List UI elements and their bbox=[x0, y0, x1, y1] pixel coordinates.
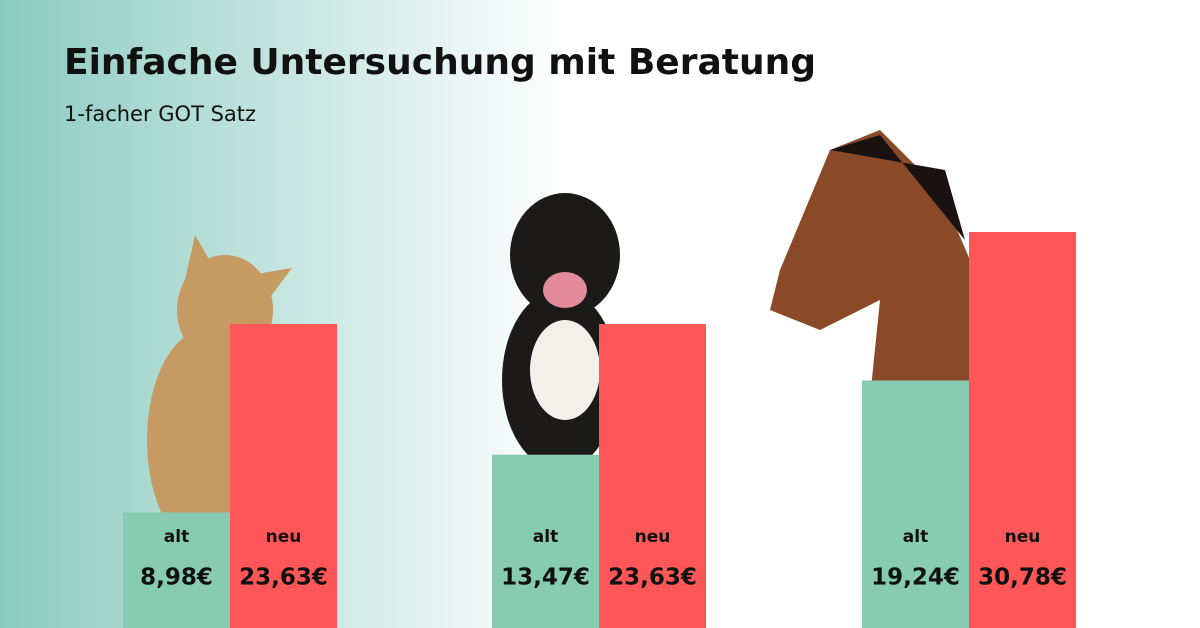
legend-label: neu bbox=[1005, 527, 1041, 547]
legend-label: alt bbox=[164, 527, 189, 547]
value-label: 19,24€ bbox=[871, 565, 960, 591]
value-label: 23,63€ bbox=[239, 565, 328, 591]
legend-label: alt bbox=[903, 527, 928, 547]
horse-illustration bbox=[770, 130, 970, 398]
bar bbox=[230, 323, 337, 628]
value-label: 30,78€ bbox=[978, 565, 1067, 591]
bar bbox=[123, 512, 230, 628]
chart-title: Einfache Untersuchung mit Beratung bbox=[64, 42, 816, 83]
bar bbox=[599, 323, 706, 628]
value-label: 13,47€ bbox=[501, 565, 590, 591]
dog-illustration bbox=[502, 193, 620, 470]
value-label: 23,63€ bbox=[608, 565, 697, 591]
legend-label: neu bbox=[266, 527, 302, 547]
legend-label: alt bbox=[533, 527, 558, 547]
bar bbox=[969, 232, 1076, 628]
legend-label: neu bbox=[635, 527, 671, 547]
value-label: 8,98€ bbox=[140, 565, 213, 591]
bar bbox=[862, 380, 969, 628]
bar bbox=[492, 454, 599, 628]
chart-subtitle: 1-facher GOT Satz bbox=[64, 102, 256, 126]
